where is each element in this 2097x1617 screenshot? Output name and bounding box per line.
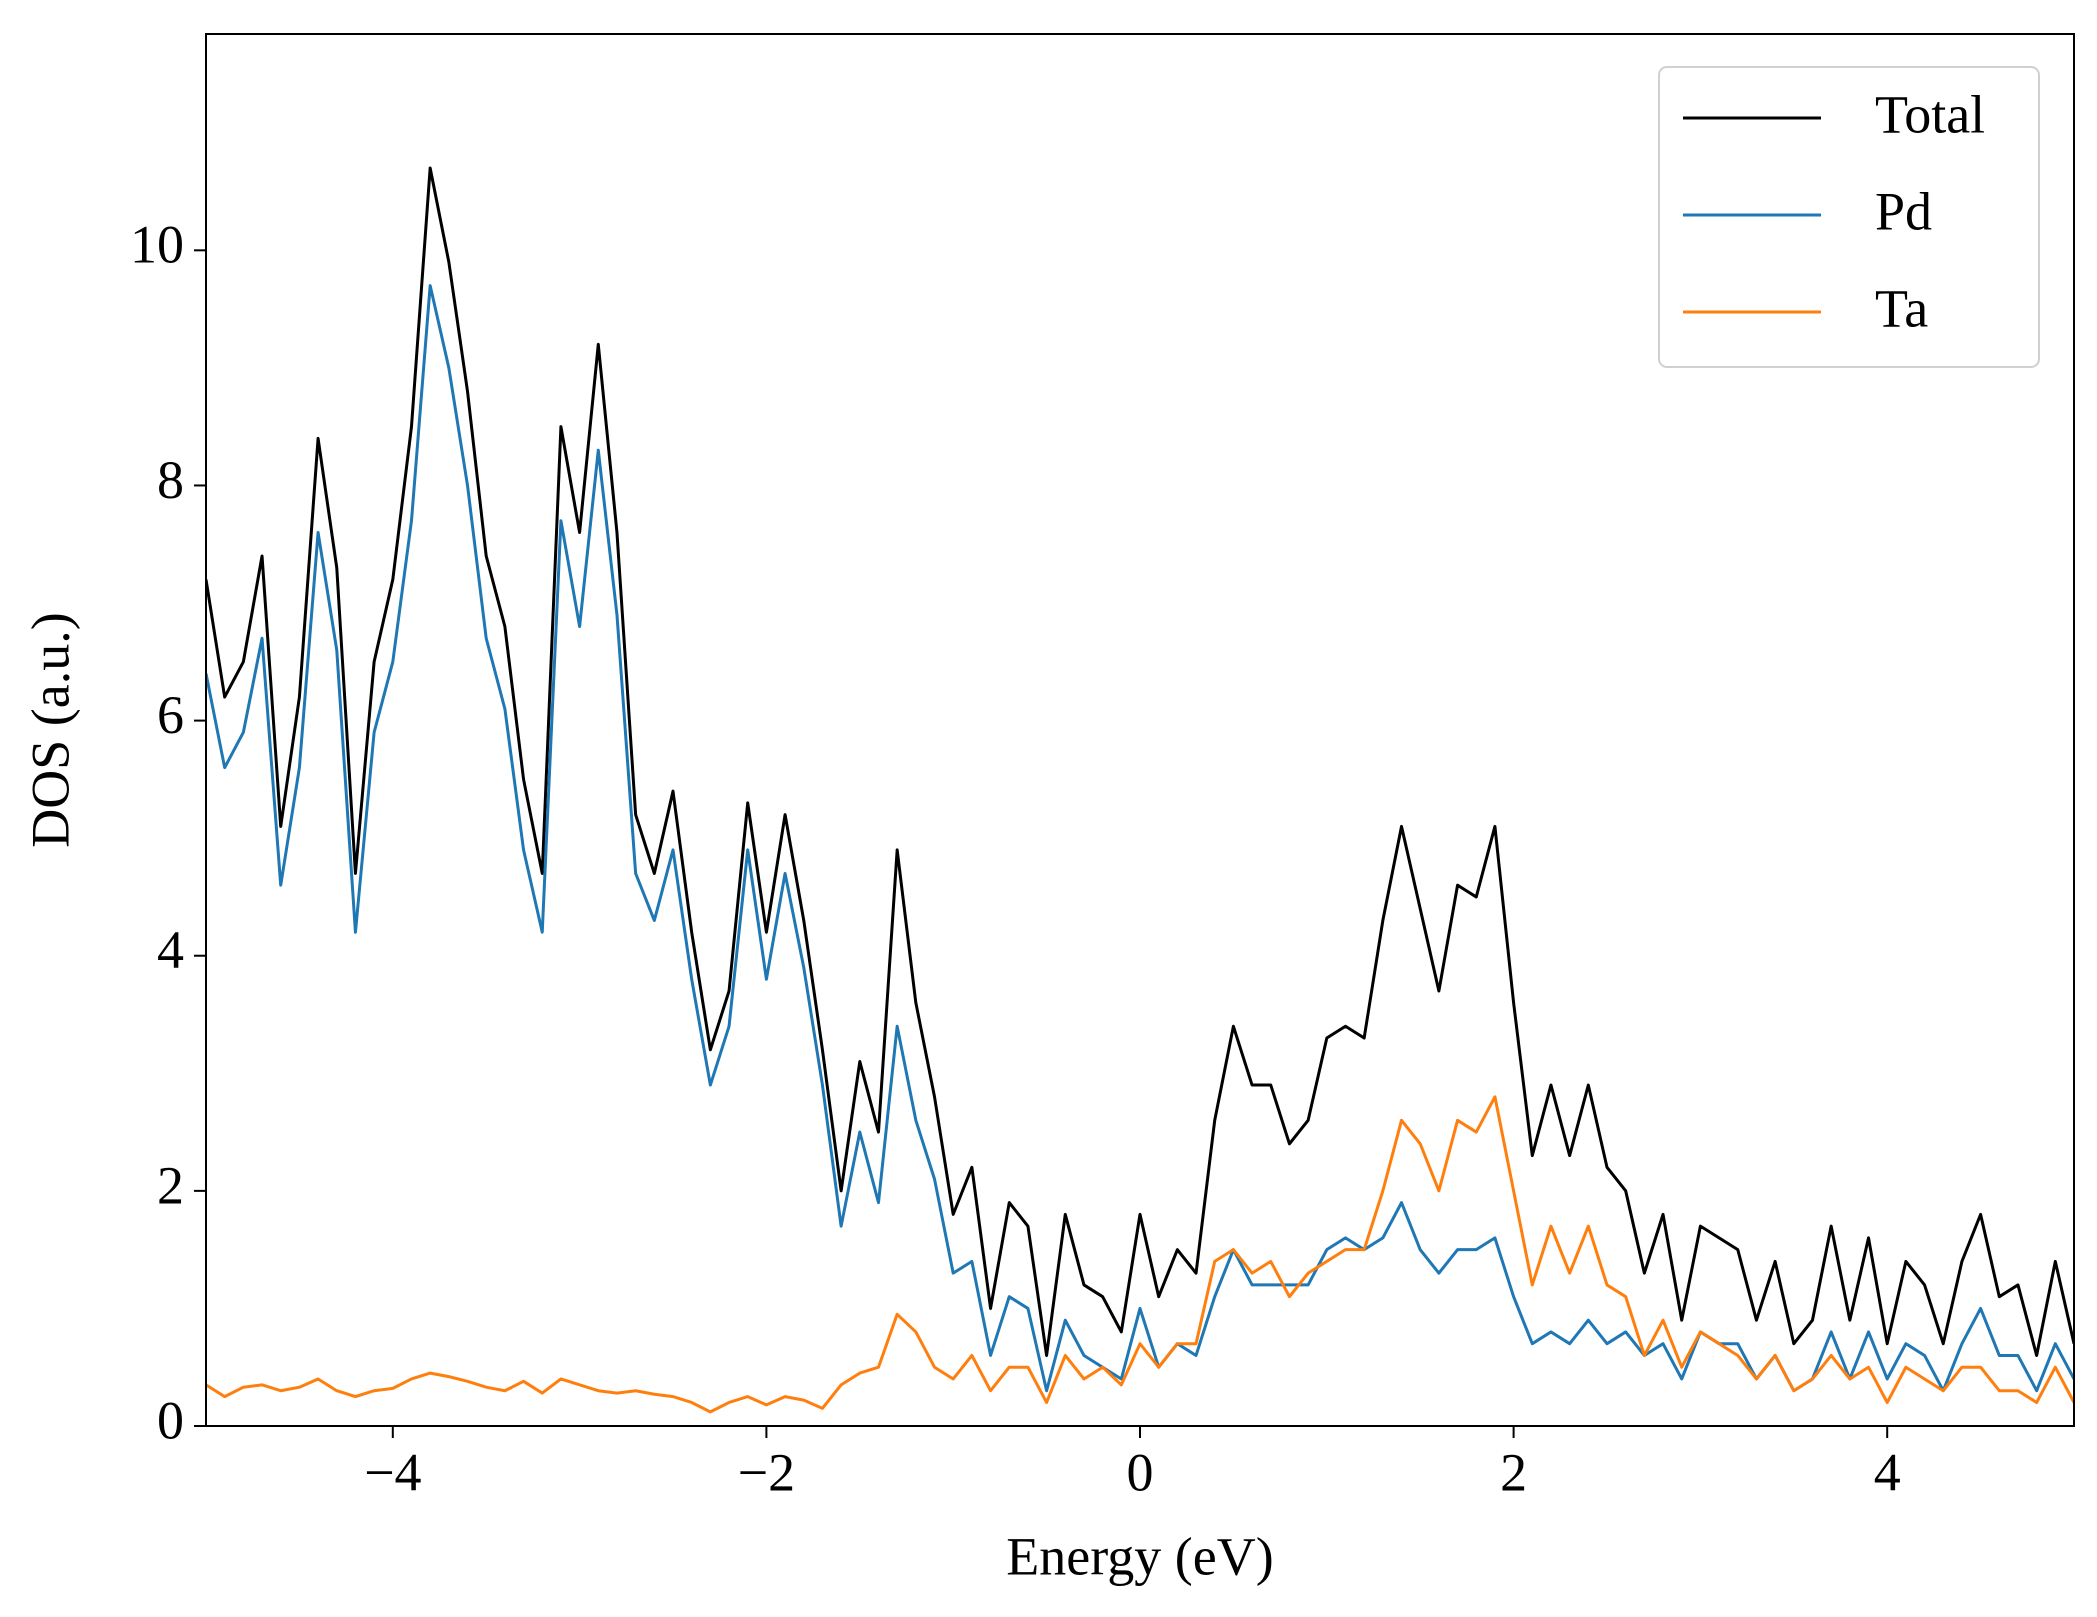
x-axis-label: Energy (eV) <box>1006 1526 1273 1586</box>
x-tick-label: 2 <box>1500 1442 1527 1502</box>
y-tick-label: 8 <box>157 450 184 510</box>
x-tick-label: 0 <box>1127 1442 1154 1502</box>
legend-label: Pd <box>1875 181 1932 241</box>
plot-area <box>206 166 2074 1414</box>
legend-label: Ta <box>1875 278 1928 338</box>
y-tick-label: 4 <box>157 920 184 980</box>
series-line <box>206 166 2074 1357</box>
series-line <box>206 284 2074 1393</box>
series-line <box>206 1095 2074 1414</box>
x-tick-label: −4 <box>364 1442 421 1502</box>
x-tick-label: 4 <box>1874 1442 1901 1502</box>
legend-label: Total <box>1875 84 1985 144</box>
y-tick-label: 0 <box>157 1390 184 1450</box>
y-tick-label: 10 <box>130 215 184 275</box>
legend-box <box>1658 66 2040 368</box>
x-tick-label: −2 <box>738 1442 795 1502</box>
axes-frame <box>205 33 2075 1427</box>
y-tick-label: 2 <box>157 1155 184 1215</box>
y-axis-label: DOS (a.u.) <box>20 612 80 847</box>
y-tick-label: 6 <box>157 685 184 745</box>
